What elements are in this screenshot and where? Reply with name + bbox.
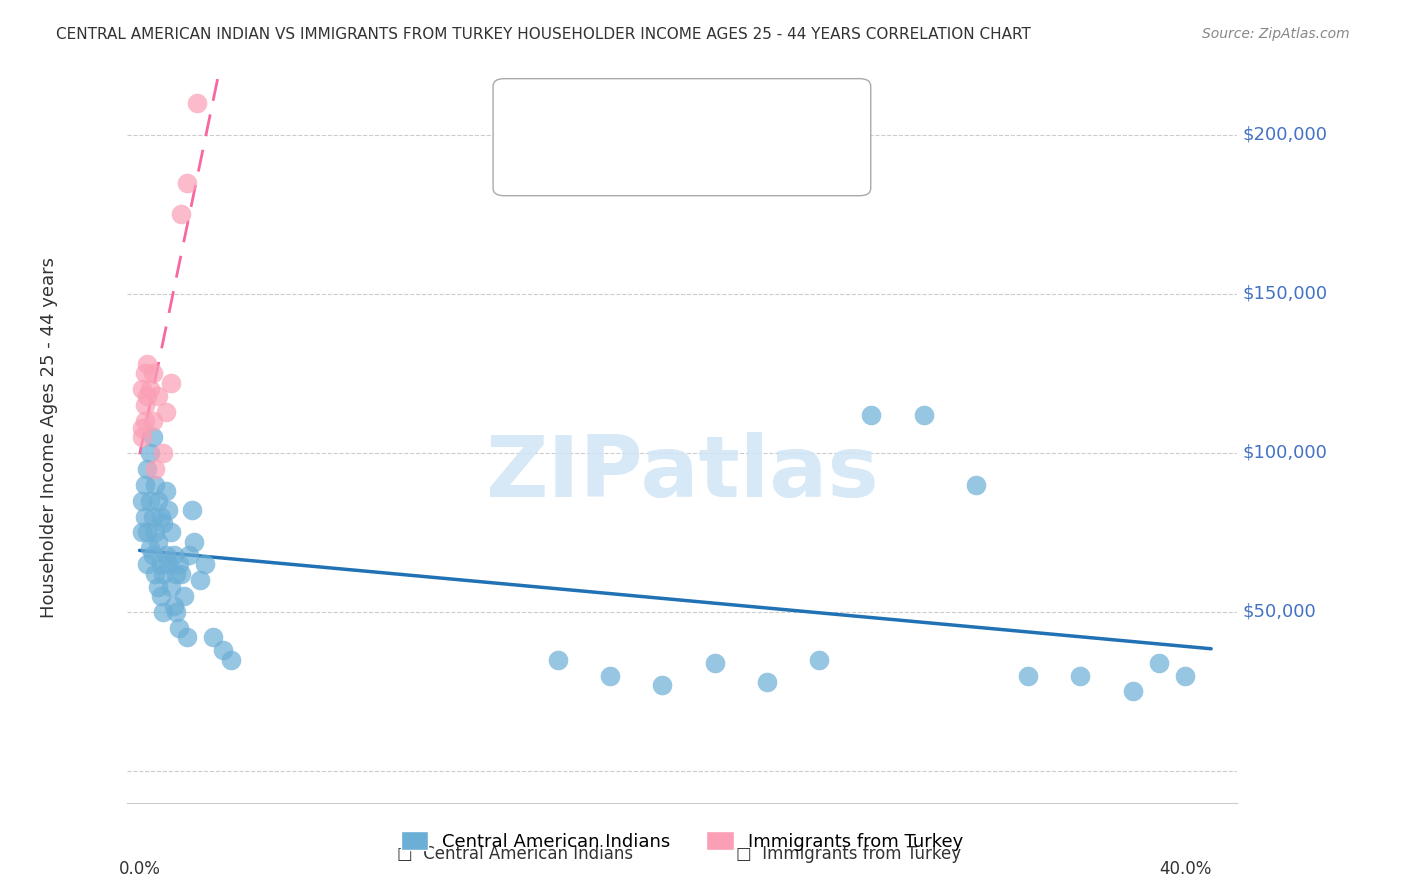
Point xyxy=(136,389,159,403)
Point xyxy=(162,599,184,613)
Point xyxy=(139,541,162,556)
Text: Householder Income Ages 25 - 44 years: Householder Income Ages 25 - 44 years xyxy=(39,257,58,617)
Text: ZIPatlas: ZIPatlas xyxy=(485,432,879,516)
Point xyxy=(131,493,153,508)
Point xyxy=(142,430,165,444)
Point xyxy=(860,408,883,422)
Point xyxy=(188,573,211,587)
Point xyxy=(808,653,831,667)
Point xyxy=(142,367,165,381)
Point xyxy=(186,96,208,111)
Point xyxy=(136,558,159,572)
Point xyxy=(165,566,187,581)
Point xyxy=(1174,668,1197,682)
Point xyxy=(139,446,162,460)
Point xyxy=(212,643,235,657)
Point xyxy=(146,535,169,549)
Point xyxy=(176,176,198,190)
Point xyxy=(152,446,174,460)
Point xyxy=(149,589,172,603)
Point xyxy=(134,414,156,428)
Point xyxy=(131,525,153,540)
Point xyxy=(139,383,162,397)
Point xyxy=(149,509,172,524)
Point xyxy=(160,376,183,390)
Point xyxy=(142,509,165,524)
Point xyxy=(134,509,156,524)
Point xyxy=(143,525,166,540)
Point xyxy=(142,548,165,562)
Point xyxy=(131,383,153,397)
Point xyxy=(155,404,177,418)
Point xyxy=(152,566,174,581)
Point xyxy=(155,484,177,499)
Text: 40.0%: 40.0% xyxy=(1159,860,1211,878)
Text: $150,000: $150,000 xyxy=(1243,285,1327,303)
Point xyxy=(142,414,165,428)
Point xyxy=(155,548,177,562)
Point xyxy=(219,653,242,667)
Point xyxy=(160,525,183,540)
Text: □  Immigrants from Turkey: □ Immigrants from Turkey xyxy=(735,845,962,863)
Point xyxy=(201,631,224,645)
Point xyxy=(167,558,190,572)
Point xyxy=(165,605,187,619)
Point xyxy=(167,621,190,635)
Point xyxy=(183,535,205,549)
Point xyxy=(162,548,184,562)
Point xyxy=(547,653,569,667)
Point xyxy=(599,668,621,682)
Point xyxy=(143,566,166,581)
Point xyxy=(136,525,159,540)
Text: $100,000: $100,000 xyxy=(1243,444,1327,462)
Point xyxy=(170,207,193,221)
Point xyxy=(1017,668,1039,682)
Point xyxy=(170,566,193,581)
Text: □  Central American Indians: □ Central American Indians xyxy=(398,845,633,863)
Point xyxy=(136,462,159,476)
Point xyxy=(146,493,169,508)
Point xyxy=(131,430,153,444)
Point xyxy=(134,398,156,412)
Point xyxy=(136,357,159,371)
Text: Source: ZipAtlas.com: Source: ZipAtlas.com xyxy=(1202,27,1350,41)
Point xyxy=(180,503,202,517)
Point xyxy=(143,462,166,476)
FancyBboxPatch shape xyxy=(494,78,870,195)
Point xyxy=(176,631,198,645)
Text: CENTRAL AMERICAN INDIAN VS IMMIGRANTS FROM TURKEY HOUSEHOLDER INCOME AGES 25 - 4: CENTRAL AMERICAN INDIAN VS IMMIGRANTS FR… xyxy=(56,27,1031,42)
Point xyxy=(157,558,180,572)
Point xyxy=(173,589,195,603)
Point xyxy=(152,516,174,530)
Point xyxy=(134,477,156,491)
Point xyxy=(179,548,201,562)
Text: $200,000: $200,000 xyxy=(1243,126,1327,144)
Point xyxy=(157,503,180,517)
Point xyxy=(965,477,987,491)
Point xyxy=(131,420,153,434)
Point xyxy=(1069,668,1091,682)
Text: $50,000: $50,000 xyxy=(1243,603,1316,621)
Point xyxy=(146,580,169,594)
Point xyxy=(149,558,172,572)
Text: 0.0%: 0.0% xyxy=(118,860,160,878)
Point xyxy=(651,678,673,692)
Point xyxy=(139,493,162,508)
Point xyxy=(912,408,935,422)
Point xyxy=(134,367,156,381)
Legend: Central American Indians, Immigrants from Turkey: Central American Indians, Immigrants fro… xyxy=(391,822,973,860)
Point xyxy=(1147,656,1170,670)
Point xyxy=(146,389,169,403)
Point xyxy=(143,477,166,491)
Point xyxy=(703,656,725,670)
Point xyxy=(194,558,217,572)
Point xyxy=(152,605,174,619)
Point xyxy=(1122,684,1144,698)
Point xyxy=(160,580,183,594)
Point xyxy=(755,675,778,690)
